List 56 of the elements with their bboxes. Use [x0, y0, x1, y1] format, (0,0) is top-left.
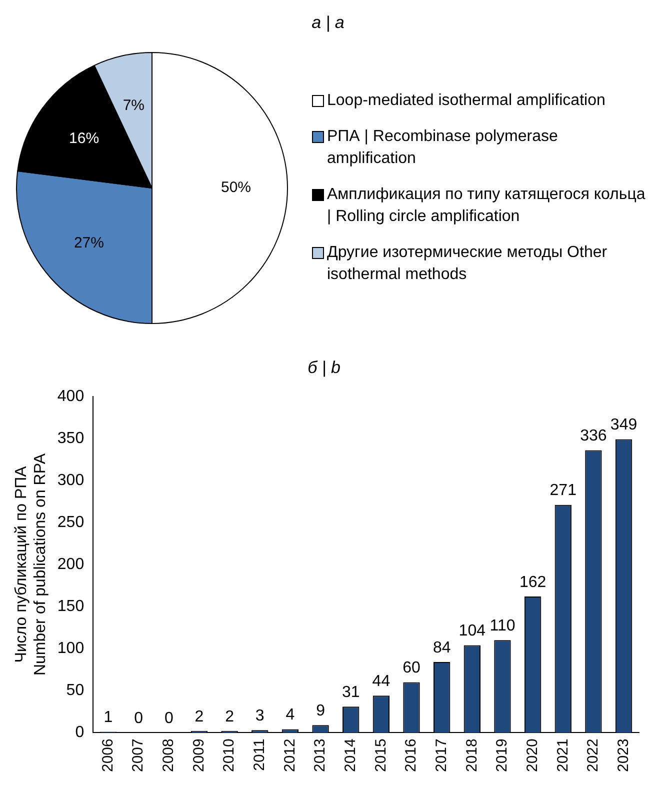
data-label: 3	[255, 708, 264, 725]
data-label: 16%	[69, 130, 100, 147]
y-tick-label: 250	[57, 514, 84, 531]
data-label: 44	[372, 673, 390, 690]
y-tick-label: 100	[57, 640, 84, 657]
data-label: 2	[225, 708, 234, 726]
data-label: 9	[316, 702, 326, 720]
x-tick-label: 2006	[99, 738, 116, 772]
y-tick-label: 50	[66, 682, 84, 700]
y-tick-label: 200	[57, 556, 84, 573]
y-tick-label: 0	[75, 724, 84, 742]
data-label: 104	[458, 622, 486, 640]
data-label: 336	[580, 428, 607, 445]
legend-label: Амплификация по типу катящегося кольца | Rolling circle amplification	[327, 185, 646, 227]
data-label: 349	[610, 416, 638, 434]
legend-label: Другие изотермические методы Other isothermal methods	[327, 243, 608, 285]
legend-label: Loop-mediated isothermal amplification	[327, 91, 606, 111]
x-tick-label: 2020	[524, 738, 541, 772]
data-label: 1	[104, 709, 113, 726]
data-label: 84	[432, 639, 451, 656]
x-tick-label: 2010	[220, 738, 238, 772]
y-tick-label: 350	[57, 430, 84, 447]
data-label: 110	[490, 618, 516, 635]
y-tick-label: 400	[57, 388, 84, 405]
x-tick-label: 2018	[463, 738, 480, 772]
x-tick-label: 2012	[281, 738, 298, 772]
x-tick-label: 2016	[402, 738, 420, 772]
data-label: 50%	[220, 179, 252, 196]
x-tick-label: 2022	[584, 738, 602, 772]
x-tick-label: 2014	[342, 738, 359, 772]
x-tick-label: 2008	[160, 738, 178, 772]
x-tick-label: 2011	[251, 738, 268, 771]
data-label: 271	[550, 482, 577, 500]
data-label: 27%	[74, 234, 104, 252]
data-label: 0	[164, 710, 174, 728]
chart-title: а | a	[310, 12, 346, 34]
x-tick-label: 2019	[494, 738, 511, 772]
data-label: 7%	[122, 97, 145, 114]
data-label: 31	[342, 684, 360, 701]
chart-title: б | b	[308, 358, 340, 377]
y-tick-label: 300	[57, 472, 84, 489]
data-label: 2	[194, 708, 204, 726]
x-tick-label: 2007	[130, 738, 147, 772]
x-tick-label: 2013	[312, 738, 329, 772]
data-label: 60	[402, 660, 421, 677]
x-tick-label: 2023	[614, 738, 632, 772]
x-tick-label: 2009	[190, 738, 208, 772]
x-tick-label: 2015	[372, 738, 390, 772]
x-tick-label: 2017	[432, 738, 450, 772]
x-tick-label: 2021	[554, 738, 572, 772]
y-axis-title: Число публикаций по РПА Number of publications on RPA	[13, 453, 50, 676]
data-label: 0	[134, 710, 144, 728]
y-tick-label: 150	[57, 598, 84, 615]
data-label: 4	[286, 706, 295, 724]
legend-label: РПА | Recombinase polymerase amplification	[327, 127, 559, 169]
data-label: 162	[519, 574, 546, 591]
